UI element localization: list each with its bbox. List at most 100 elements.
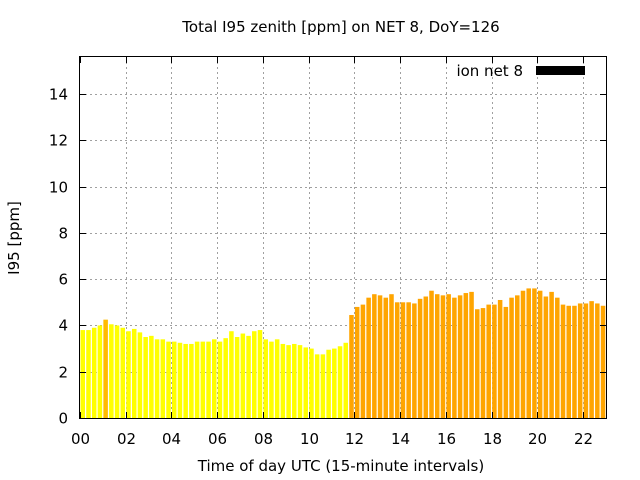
bar (560, 304, 566, 418)
y-tick-label: 8 (58, 225, 68, 243)
bar (309, 348, 314, 418)
bar (509, 297, 514, 418)
bar (217, 341, 223, 418)
bars (80, 288, 606, 418)
axis-ticks (80, 57, 606, 419)
bar (577, 303, 583, 418)
bar (452, 297, 457, 418)
bar (154, 339, 160, 418)
bar (600, 305, 606, 418)
bar (389, 294, 394, 418)
y-tick-label: 12 (49, 132, 68, 150)
bar (537, 290, 543, 418)
bar (486, 304, 491, 418)
x-tick-label: 20 (528, 430, 547, 448)
bar (372, 294, 377, 418)
bar (526, 288, 531, 418)
x-tick-label: 14 (391, 430, 410, 448)
x-tick-labels: 00 02 04 06 08 10 12 14 16 18 20 22 (71, 430, 593, 448)
bar (189, 343, 194, 418)
bar (417, 298, 423, 418)
y-tick-label: 0 (58, 410, 68, 428)
bar (177, 342, 183, 418)
bar (252, 331, 257, 418)
x-tick-label: 06 (208, 430, 227, 448)
bar (520, 290, 526, 418)
x-tick-label: 16 (437, 430, 456, 448)
bar (423, 296, 429, 418)
bar (383, 297, 389, 418)
x-tick-label: 12 (345, 430, 364, 448)
bar (583, 303, 589, 418)
bar (200, 341, 206, 418)
bar (589, 301, 594, 418)
bar (274, 339, 280, 418)
bar (183, 343, 188, 418)
bar (206, 341, 211, 418)
bar (543, 296, 549, 418)
x-axis-label: Time of day UTC (15-minute intervals) (197, 457, 484, 475)
bar (497, 299, 503, 418)
y-tick-label: 2 (58, 364, 68, 382)
bar (572, 305, 577, 418)
bar (566, 305, 571, 418)
legend-label: ion net 8 (456, 62, 523, 80)
bar (354, 306, 360, 418)
y-tick-label: 4 (58, 317, 68, 335)
bar (480, 308, 486, 418)
bar (360, 304, 366, 418)
bar (412, 303, 417, 418)
bar (400, 302, 406, 418)
bar (160, 339, 166, 418)
bar (332, 348, 337, 418)
bar (126, 331, 131, 418)
bar (469, 291, 474, 418)
bar (149, 335, 154, 418)
bar (103, 319, 108, 418)
bar (303, 347, 308, 418)
bar (131, 328, 137, 418)
x-tick-label: 08 (254, 430, 273, 448)
bar (246, 335, 251, 418)
x-tick-label: 22 (574, 430, 593, 448)
y-tick-labels: 0 2 4 6 8 10 12 14 (49, 86, 68, 428)
chart-title: Total I95 zenith [ppm] on NET 8, DoY=126 (181, 18, 499, 36)
bar (91, 327, 97, 418)
bar (80, 330, 86, 418)
bar (326, 349, 331, 418)
bar (257, 330, 263, 418)
bar (171, 341, 177, 418)
bar (286, 345, 291, 418)
bar (394, 302, 400, 418)
bar (263, 339, 268, 418)
bar (555, 297, 560, 418)
bar (314, 354, 320, 418)
grid-lines (80, 57, 606, 418)
bar (337, 346, 343, 418)
bar (194, 341, 200, 418)
bar (440, 295, 446, 418)
legend-swatch (536, 66, 585, 75)
legend: ion net 8 (456, 62, 585, 80)
x-tick-label: 02 (117, 430, 136, 448)
bar (97, 325, 103, 418)
bar (229, 331, 234, 418)
y-axis-label: I95 [ppm] (5, 201, 23, 275)
x-tick-label: 10 (300, 430, 319, 448)
plot-frame (79, 56, 607, 419)
y-tick-label: 14 (49, 86, 68, 104)
x-tick-label: 18 (483, 430, 502, 448)
x-tick-label: 00 (71, 430, 90, 448)
bar (320, 354, 326, 418)
bar (292, 343, 297, 418)
bar (109, 324, 114, 418)
bar (434, 294, 440, 418)
bar (446, 294, 451, 418)
bar (549, 291, 554, 418)
y-tick-label: 6 (58, 271, 68, 289)
bar (366, 297, 371, 418)
bar (463, 293, 469, 418)
bar (377, 295, 383, 418)
bar (297, 345, 303, 418)
bar (349, 315, 354, 418)
